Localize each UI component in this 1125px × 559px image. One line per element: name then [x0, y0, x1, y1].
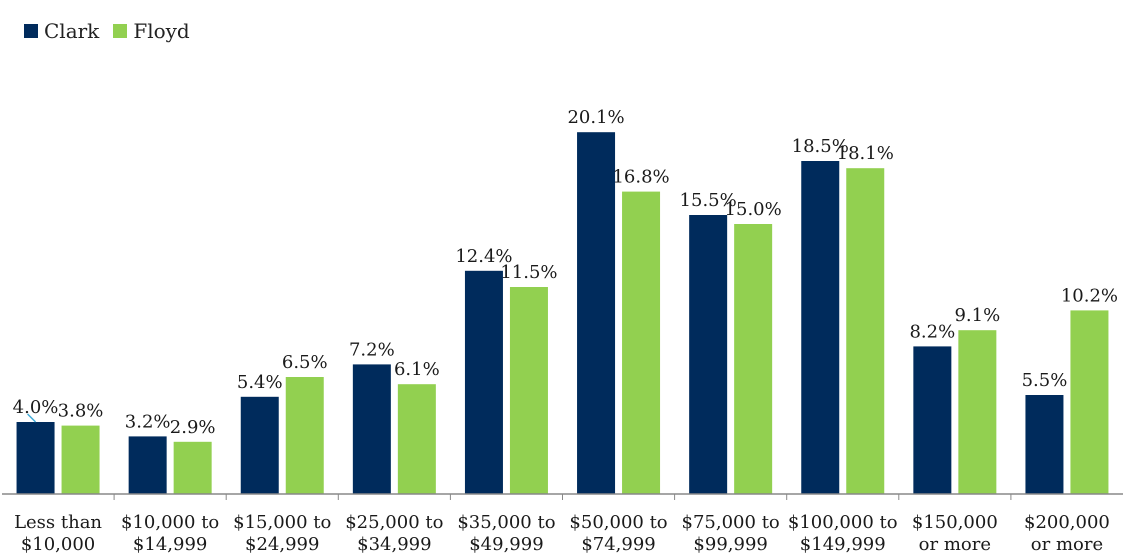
bar-clark-7 — [801, 161, 840, 494]
data-label-clark-6: 15.5% — [680, 190, 737, 211]
data-label-clark-9: 5.5% — [1022, 370, 1068, 391]
bar-clark-5 — [577, 132, 616, 494]
data-label-floyd-8: 9.1% — [954, 305, 1000, 326]
category-label-2: $15,000 to $24,999 — [233, 512, 331, 555]
data-label-clark-4: 12.4% — [455, 246, 512, 267]
category-label-6: $75,000 to $99,999 — [682, 512, 780, 555]
bar-clark-9 — [1025, 395, 1064, 494]
data-label-floyd-0: 3.8% — [58, 401, 104, 422]
bar-floyd-4 — [509, 287, 548, 494]
bar-clark-2 — [240, 396, 279, 494]
data-label-floyd-1: 2.9% — [170, 417, 216, 438]
leader-line — [27, 413, 37, 423]
legend-label-floyd: Floyd — [133, 19, 190, 43]
category-label-9: $200,000 or more — [1024, 512, 1110, 555]
category-label-4: $35,000 to $49,999 — [457, 512, 555, 555]
bar-floyd-9 — [1070, 310, 1109, 494]
bar-floyd-2 — [285, 377, 324, 494]
bar-clark-1 — [128, 436, 167, 494]
data-label-floyd-2: 6.5% — [282, 352, 328, 373]
data-label-floyd-6: 15.0% — [725, 199, 782, 220]
bar-floyd-3 — [397, 384, 436, 494]
bar-clark-6 — [689, 215, 728, 494]
data-label-floyd-7: 18.1% — [837, 143, 894, 164]
bar-floyd-8 — [958, 330, 997, 494]
category-label-0: Less than $10,000 — [14, 512, 102, 555]
legend-item-clark: Clark — [24, 19, 99, 43]
legend-label-clark: Clark — [44, 19, 100, 43]
data-label-clark-3: 7.2% — [349, 339, 395, 360]
data-label-clark-5: 20.1% — [567, 107, 624, 128]
bar-floyd-7 — [846, 168, 885, 494]
category-label-8: $150,000 or more — [912, 512, 998, 555]
bar-clark-4 — [464, 270, 503, 494]
bar-clark-0 — [16, 422, 55, 494]
category-label-3: $25,000 to $34,999 — [345, 512, 443, 555]
data-label-floyd-3: 6.1% — [394, 359, 440, 380]
chart-legend: Clark Floyd — [24, 19, 204, 43]
data-label-clark-0: 4.0% — [13, 397, 59, 418]
category-label-7: $100,000 to $149,999 — [788, 512, 898, 555]
data-label-floyd-5: 16.8% — [612, 167, 669, 188]
data-label-clark-2: 5.4% — [237, 372, 283, 393]
bar-floyd-5 — [622, 191, 661, 494]
data-label-floyd-9: 10.2% — [1061, 285, 1118, 306]
legend-swatch-clark — [24, 24, 38, 38]
bar-floyd-0 — [61, 425, 100, 494]
category-label-1: $10,000 to $14,999 — [121, 512, 219, 555]
bar-floyd-6 — [734, 224, 773, 494]
bar-floyd-1 — [173, 441, 212, 494]
data-label-clark-7: 18.5% — [792, 136, 849, 157]
legend-item-floyd: Floyd — [113, 19, 190, 43]
bar-clark-3 — [352, 364, 391, 494]
data-label-clark-1: 3.2% — [125, 411, 171, 432]
data-label-clark-8: 8.2% — [909, 321, 955, 342]
category-label-5: $50,000 to $74,999 — [569, 512, 667, 555]
legend-swatch-floyd — [113, 24, 128, 38]
bar-clark-8 — [913, 346, 952, 494]
data-label-floyd-4: 11.5% — [500, 262, 557, 283]
